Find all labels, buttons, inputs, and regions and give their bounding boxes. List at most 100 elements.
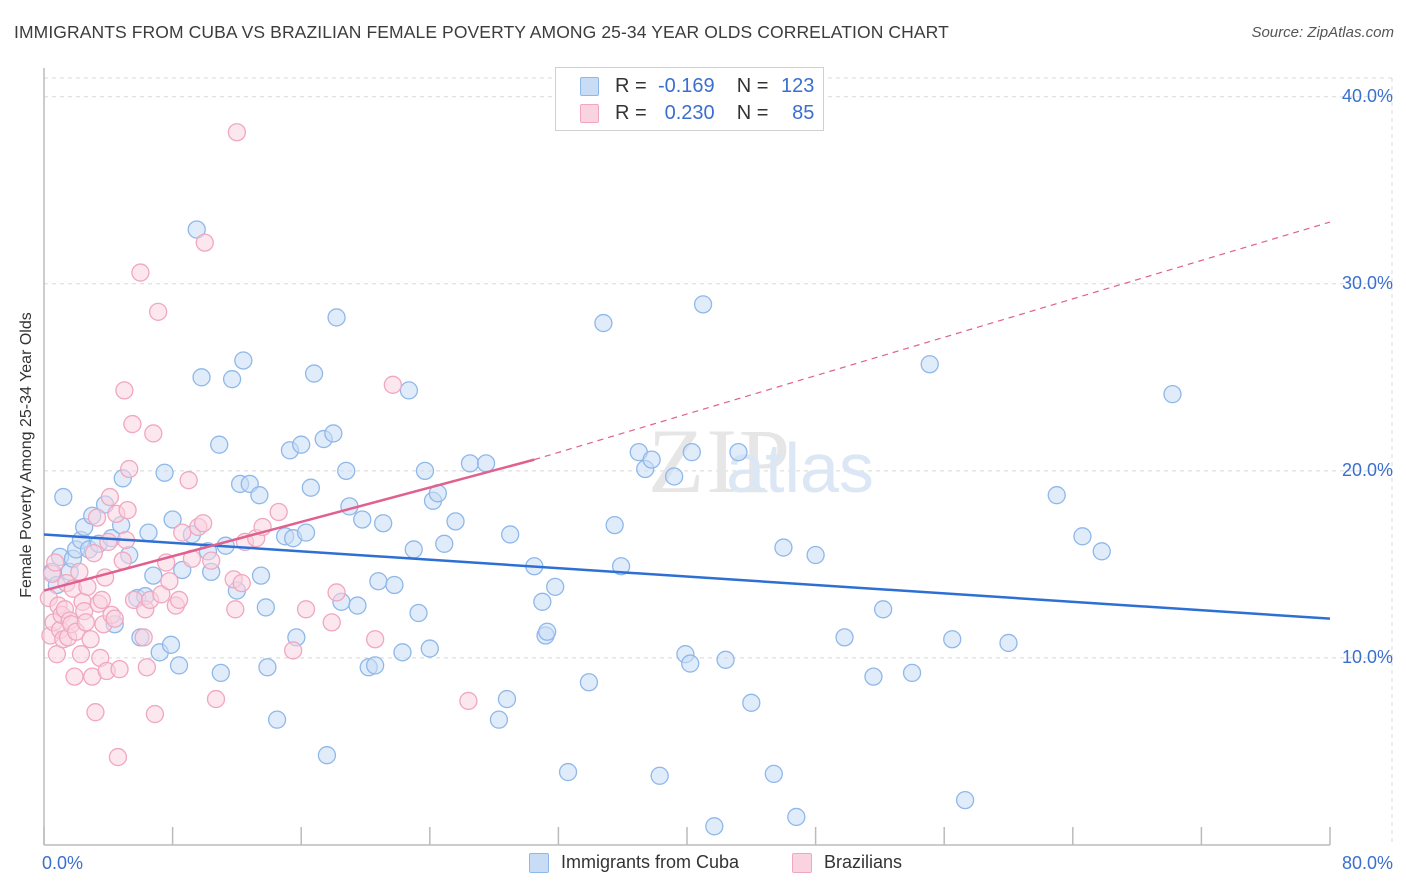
legend-row-cuba: R = -0.169 N = 123 xyxy=(580,73,814,99)
cuba-point xyxy=(835,628,854,647)
cuba-point xyxy=(594,313,613,333)
cuba-point xyxy=(365,656,385,675)
brazilians-point xyxy=(92,590,112,610)
brazilians-point xyxy=(134,628,153,647)
brazilians-point xyxy=(148,302,168,321)
cuba-point xyxy=(664,467,684,486)
cuba-point xyxy=(902,663,922,683)
brazilians-point xyxy=(65,667,84,686)
cuba-point xyxy=(369,572,388,591)
brazilians-point xyxy=(131,263,150,282)
cuba-point xyxy=(435,534,454,553)
cuba-point xyxy=(301,478,320,497)
cuba-point xyxy=(642,450,661,469)
brazilians-point xyxy=(110,660,129,679)
brazilians-point xyxy=(46,553,65,572)
brazilians-point xyxy=(87,508,107,527)
cuba-point xyxy=(192,368,211,387)
legend-label-cuba: Immigrants from Cuba xyxy=(561,852,740,872)
cuba-point xyxy=(489,710,509,729)
brazilians-point xyxy=(227,123,247,142)
legend-r-value-brazilians: 0.230 xyxy=(664,101,715,124)
cuba-point xyxy=(296,523,316,542)
cuba-point xyxy=(420,639,439,658)
cuba-point xyxy=(222,370,242,389)
cuba-point xyxy=(764,764,783,784)
legend-item-brazilians[interactable]: Brazilians xyxy=(792,852,902,873)
cuba-point xyxy=(716,650,735,669)
cuba-point xyxy=(806,545,825,565)
cuba-point xyxy=(337,461,356,481)
brazilians-point xyxy=(115,381,134,400)
brazilians-point xyxy=(105,609,124,628)
legend-swatch-cuba xyxy=(529,852,549,873)
cuba-point xyxy=(681,654,700,673)
cuba-point xyxy=(1163,385,1182,404)
series-cuba-points xyxy=(42,220,1182,836)
brazilians-point xyxy=(365,630,385,649)
y-tick-label-10: 10.0% xyxy=(1341,646,1393,667)
trend-line-cuba xyxy=(43,533,1331,620)
legend-swatch-brazilians xyxy=(792,852,812,873)
cuba-point xyxy=(460,454,480,473)
cuba-point xyxy=(729,442,748,462)
watermark-atlas: atlas xyxy=(726,429,874,507)
cuba-point xyxy=(409,603,428,623)
legend-n-label: N = xyxy=(736,101,769,124)
trend-lines xyxy=(43,221,1331,620)
cuba-point xyxy=(385,575,404,595)
brazilians-point xyxy=(152,585,171,604)
cuba-point xyxy=(393,643,412,662)
cuba-point xyxy=(404,540,423,559)
brazilians-point xyxy=(206,689,226,709)
cuba-point xyxy=(873,600,893,619)
cuba-point xyxy=(920,355,939,374)
cuba-point xyxy=(317,746,337,765)
brazilians-point xyxy=(100,487,120,507)
axes xyxy=(43,68,1331,846)
legend-swatch-cuba xyxy=(580,76,599,96)
chart-title: IMMIGRANTS FROM CUBA VS BRAZILIAN FEMALE… xyxy=(14,22,949,42)
y-tick-label-40: 40.0% xyxy=(1341,85,1393,106)
brazilians-point xyxy=(84,544,103,563)
cuba-point xyxy=(497,689,517,709)
brazilians-point xyxy=(269,502,288,522)
cuba-point xyxy=(304,364,324,383)
cuba-point xyxy=(533,592,552,611)
brazilians-point xyxy=(145,704,165,724)
legend-n-label: N = xyxy=(736,74,769,97)
cuba-point xyxy=(353,510,372,529)
cuba-point xyxy=(163,510,182,529)
x-tick-max: 80.0% xyxy=(1341,853,1393,873)
trend-line-brazilians xyxy=(43,458,535,592)
cuba-point xyxy=(955,790,975,810)
cuba-point xyxy=(256,598,275,617)
cuba-point xyxy=(251,566,271,585)
brazilians-point xyxy=(322,613,341,632)
brazilians-point xyxy=(144,424,163,443)
legend-row-brazilians: R = 0.230 N = 85 xyxy=(580,100,814,126)
brazilians-point xyxy=(383,375,402,394)
cuba-point xyxy=(54,487,73,507)
brazilians-point xyxy=(118,500,137,520)
legend-r-label: R = xyxy=(615,74,647,97)
brazilians-point xyxy=(284,641,303,660)
cuba-point xyxy=(579,673,599,692)
cuba-point xyxy=(476,454,496,473)
cuba-point xyxy=(210,435,229,454)
cuba-point xyxy=(446,512,465,531)
legend-swatch-brazilians xyxy=(580,103,599,123)
legend-item-cuba[interactable]: Immigrants from Cuba xyxy=(529,852,739,873)
brazilians-point xyxy=(202,551,221,570)
stats-legend: R = -0.169 N = 123 R = 0.230 N = 85 xyxy=(555,67,824,131)
cuba-point xyxy=(943,630,962,649)
cuba-point xyxy=(169,656,189,675)
brazilians-point xyxy=(99,532,118,552)
legend-r-value-cuba: -0.169 xyxy=(657,74,715,97)
cuba-point xyxy=(999,633,1018,653)
cuba-point xyxy=(611,557,631,576)
cuba-point xyxy=(234,351,253,370)
brazilians-point xyxy=(226,600,245,619)
brazilians-point xyxy=(327,583,346,602)
